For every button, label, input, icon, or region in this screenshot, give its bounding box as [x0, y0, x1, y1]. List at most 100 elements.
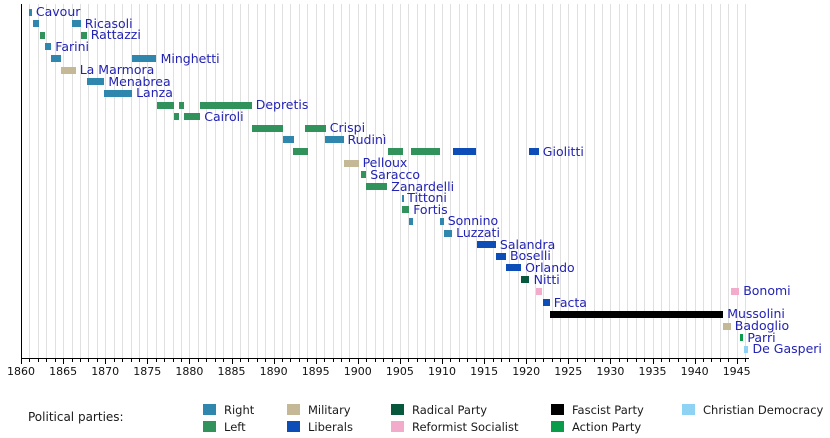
minor-tick: [349, 359, 351, 362]
term-bar-sonnino: [409, 217, 413, 225]
minor-tick: [475, 359, 477, 362]
pm-label-menabrea: Menabrea: [108, 73, 171, 89]
term-bar-nitti: [521, 276, 530, 283]
gridline-year: [96, 4, 98, 358]
gridline-year: [660, 4, 662, 358]
legend-label-reformist: Reformist Socialist: [412, 420, 519, 434]
gridline-year: [349, 4, 351, 358]
gridline-year: [273, 4, 275, 358]
minor-tick: [509, 359, 511, 362]
gridline-year: [307, 4, 309, 358]
x-tick-label: 1875: [133, 365, 162, 378]
pm-label-mussolini: Mussolini: [727, 306, 785, 322]
minor-tick: [728, 359, 730, 362]
gridline-year: [290, 4, 292, 358]
minor-tick: [206, 359, 208, 362]
term-bar-rattazzi: [39, 31, 46, 39]
gridline-year: [450, 4, 452, 358]
gridline-year: [559, 4, 561, 358]
term-bar-depretis: [179, 101, 185, 109]
term-bar-minghetti: [132, 55, 157, 62]
minor-tick: [416, 359, 418, 362]
minor-tick: [391, 359, 393, 362]
gridline-year: [63, 4, 65, 358]
minor-tick: [282, 359, 283, 362]
gridline-year: [214, 4, 216, 358]
gridline-year: [484, 4, 486, 358]
minor-tick: [677, 359, 679, 362]
term-bar-rudinì: [282, 136, 294, 144]
minor-tick: [122, 359, 123, 362]
term-bar-cavour: [28, 8, 32, 16]
legend-label-left: Left: [224, 420, 246, 434]
minor-tick: [627, 359, 629, 362]
term-bar-sonnino: [440, 217, 444, 225]
gridline-year: [105, 4, 107, 358]
gridline-year: [458, 4, 460, 358]
gridline-year: [122, 4, 123, 358]
legend-swatch-radical: [391, 404, 404, 415]
gridline-year: [223, 4, 225, 358]
major-tick: [652, 359, 654, 364]
minor-tick: [719, 359, 721, 362]
legend-label-liberals: Liberals: [308, 420, 353, 434]
minor-tick: [197, 359, 199, 362]
pm-label-depretis: Depretis: [255, 97, 309, 112]
minor-tick: [298, 359, 300, 362]
gridline-year: [374, 4, 376, 358]
legend-swatch-right: [203, 404, 216, 415]
pm-label-de-gasperi: De Gasperi: [752, 341, 822, 357]
x-tick-label: 1890: [259, 365, 288, 378]
pm-label-bonomi: Bonomi: [743, 283, 791, 299]
minor-tick: [458, 359, 460, 362]
x-tick-label: 1905: [385, 365, 414, 378]
term-bar-crispi: [251, 124, 283, 132]
term-bar-fortis: [402, 206, 410, 214]
gridline-year: [197, 4, 199, 358]
gridline-year: [694, 4, 696, 358]
gridline-year: [265, 4, 267, 358]
minor-tick: [433, 359, 435, 362]
term-bar-ricasoli: [71, 20, 81, 28]
minor-tick: [341, 359, 342, 362]
x-tick-label: 1895: [301, 365, 330, 378]
gridline-year: [728, 4, 730, 358]
minor-tick: [324, 359, 326, 362]
x-tick-label: 1865: [49, 365, 78, 378]
major-tick: [357, 359, 359, 364]
term-bar-giolitti: [293, 148, 309, 156]
gridline-year: [46, 4, 48, 358]
gridline-year: [88, 4, 90, 358]
major-tick: [21, 359, 22, 364]
minor-tick: [29, 359, 31, 362]
gridline-year: [543, 4, 544, 358]
gridline-year: [366, 4, 368, 358]
minor-tick: [374, 359, 376, 362]
term-bar-zanardelli: [366, 183, 388, 190]
minor-tick: [703, 359, 704, 362]
minor-tick: [96, 359, 98, 362]
pm-label-rudinì: Rudinì: [347, 131, 387, 147]
term-bar-tittoni: [401, 194, 404, 202]
major-tick: [526, 359, 528, 364]
term-bar-de-gasperi: [744, 345, 749, 353]
minor-tick: [745, 359, 747, 362]
term-bar-crispi: [304, 124, 326, 132]
minor-tick: [686, 359, 688, 362]
gridline-year: [576, 4, 578, 358]
gridline-year: [130, 4, 132, 358]
minor-tick: [635, 359, 637, 362]
gridline-year: [602, 4, 603, 358]
gridline-year: [526, 4, 528, 358]
term-bar-mussolini: [549, 310, 724, 318]
term-bar-giolitti: [528, 148, 539, 156]
minor-tick: [130, 359, 132, 362]
x-tick-label: 1920: [512, 365, 541, 378]
gridline-year: [341, 4, 342, 358]
gridline-year: [138, 4, 140, 358]
minor-tick: [256, 359, 258, 362]
term-bar-giolitti: [410, 148, 441, 156]
gridline-year: [79, 4, 81, 358]
x-tick-label: 1870: [91, 365, 120, 378]
